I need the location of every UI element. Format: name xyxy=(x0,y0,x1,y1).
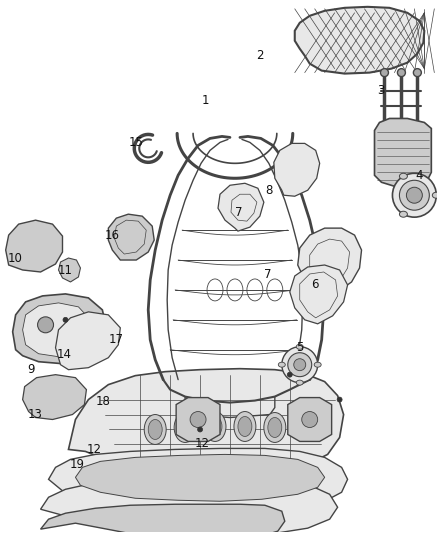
Polygon shape xyxy=(290,265,348,324)
Polygon shape xyxy=(23,375,86,419)
Text: 2: 2 xyxy=(256,49,264,62)
Circle shape xyxy=(413,126,421,134)
Ellipse shape xyxy=(174,413,196,442)
Circle shape xyxy=(198,427,202,432)
Text: 14: 14 xyxy=(57,348,72,361)
Polygon shape xyxy=(274,143,320,196)
Circle shape xyxy=(397,126,406,134)
Ellipse shape xyxy=(144,415,166,445)
Polygon shape xyxy=(298,228,361,295)
Circle shape xyxy=(288,353,312,377)
Ellipse shape xyxy=(264,413,286,442)
Ellipse shape xyxy=(399,211,407,217)
Text: 6: 6 xyxy=(311,278,318,292)
Ellipse shape xyxy=(204,411,226,441)
Text: 9: 9 xyxy=(27,363,34,376)
Circle shape xyxy=(287,372,292,377)
Polygon shape xyxy=(374,118,431,186)
Polygon shape xyxy=(41,477,338,533)
Text: 11: 11 xyxy=(58,264,73,278)
Circle shape xyxy=(397,69,406,77)
Circle shape xyxy=(190,411,206,427)
Ellipse shape xyxy=(148,419,162,439)
Text: 15: 15 xyxy=(129,136,144,149)
Text: 16: 16 xyxy=(105,229,120,241)
Polygon shape xyxy=(49,448,348,512)
Circle shape xyxy=(337,397,342,402)
Ellipse shape xyxy=(268,417,282,438)
Text: 3: 3 xyxy=(377,84,384,97)
Polygon shape xyxy=(108,214,154,260)
Ellipse shape xyxy=(399,173,407,179)
Polygon shape xyxy=(176,398,220,441)
Circle shape xyxy=(294,359,306,370)
Polygon shape xyxy=(295,7,424,74)
Ellipse shape xyxy=(234,411,256,441)
Circle shape xyxy=(406,187,422,203)
Ellipse shape xyxy=(238,416,252,437)
Ellipse shape xyxy=(314,362,321,367)
Text: 17: 17 xyxy=(109,333,124,346)
Text: 5: 5 xyxy=(296,341,304,354)
Text: 4: 4 xyxy=(416,169,423,182)
Text: 12: 12 xyxy=(87,443,102,456)
Polygon shape xyxy=(13,294,106,364)
Circle shape xyxy=(381,69,389,77)
Text: 7: 7 xyxy=(235,206,243,219)
Text: 19: 19 xyxy=(70,458,85,471)
Polygon shape xyxy=(75,455,325,501)
Circle shape xyxy=(399,180,429,210)
Ellipse shape xyxy=(296,380,303,385)
Polygon shape xyxy=(23,303,90,357)
Circle shape xyxy=(38,317,53,333)
Text: 1: 1 xyxy=(201,94,209,107)
Ellipse shape xyxy=(178,417,192,438)
Polygon shape xyxy=(56,312,120,370)
Text: 18: 18 xyxy=(96,395,111,408)
Ellipse shape xyxy=(208,416,222,437)
Polygon shape xyxy=(218,183,264,231)
Text: 8: 8 xyxy=(265,184,272,197)
Polygon shape xyxy=(68,369,343,473)
Circle shape xyxy=(282,347,318,383)
Circle shape xyxy=(392,173,436,217)
Ellipse shape xyxy=(432,192,438,198)
Circle shape xyxy=(381,126,389,134)
Circle shape xyxy=(302,411,318,427)
Polygon shape xyxy=(59,258,81,282)
Text: 10: 10 xyxy=(7,252,22,264)
Text: 12: 12 xyxy=(194,437,209,450)
Ellipse shape xyxy=(278,362,285,367)
Circle shape xyxy=(63,317,68,322)
Circle shape xyxy=(413,69,421,77)
Text: 13: 13 xyxy=(28,408,43,421)
Text: 7: 7 xyxy=(264,269,272,281)
Polygon shape xyxy=(41,504,285,533)
Ellipse shape xyxy=(296,344,303,349)
Polygon shape xyxy=(6,220,63,272)
Polygon shape xyxy=(288,398,332,441)
